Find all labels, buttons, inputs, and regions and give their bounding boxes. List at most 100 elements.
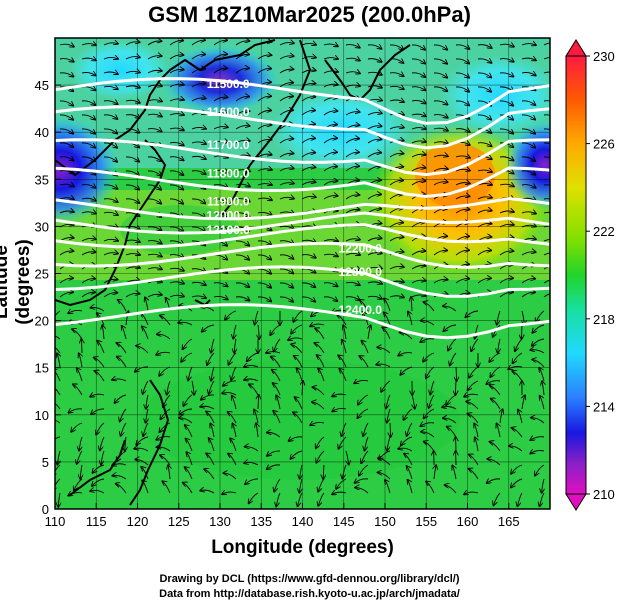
streamline-arrow	[426, 366, 435, 378]
streamline-arrow	[257, 212, 272, 215]
streamline-arrow	[293, 310, 303, 322]
streamline-arrow	[103, 253, 118, 256]
streamline-arrow	[443, 324, 457, 331]
streamline-arrow	[279, 139, 293, 144]
streamline-arrow	[279, 183, 294, 186]
streamline-arrow	[146, 408, 148, 423]
streamline-arrow	[125, 199, 139, 203]
streamline-arrow	[235, 140, 250, 144]
streamline-arrow	[455, 380, 456, 395]
streamline-arrow	[455, 196, 470, 200]
streamline-arrow	[206, 411, 215, 424]
streamline-arrow	[323, 297, 337, 301]
streamline-arrow	[59, 278, 73, 284]
streamline-arrow	[90, 307, 105, 312]
streamline-arrow	[135, 366, 149, 372]
streamline-arrow	[411, 168, 426, 172]
streamline-arrow	[489, 352, 501, 362]
streamline-arrow	[455, 279, 469, 284]
streamline-arrow	[367, 194, 381, 200]
streamline-arrow	[301, 138, 315, 144]
streamline-arrow	[213, 170, 228, 173]
streamline-arrow	[210, 423, 214, 438]
streamline-arrow	[213, 68, 227, 74]
contour-line	[55, 241, 550, 269]
streamline-arrow	[168, 465, 170, 480]
streamline-arrow	[81, 128, 95, 134]
streamline-arrow	[465, 310, 479, 317]
streamline-arrow	[408, 480, 413, 494]
streamline-arrow	[235, 41, 249, 46]
streamline-arrow	[59, 224, 74, 228]
streamline-arrow	[499, 73, 514, 77]
streamline-arrow	[257, 125, 271, 130]
streamline-arrow	[81, 252, 96, 256]
streamline-arrow	[279, 83, 293, 88]
streamline-arrow	[367, 59, 382, 62]
streamline-arrow	[291, 324, 303, 334]
lat-tick-label: 10	[35, 408, 49, 423]
streamline-arrow	[543, 114, 550, 116]
streamline-arrow	[125, 156, 139, 162]
streamline-arrow	[387, 436, 391, 451]
streamline-arrow	[169, 198, 183, 204]
streamline-arrow	[464, 492, 479, 494]
streamline-arrow	[433, 58, 447, 64]
streamline-arrow	[279, 197, 294, 199]
streamline-arrow	[455, 156, 470, 158]
streamline-arrow	[434, 465, 436, 480]
streamline-arrow	[68, 493, 83, 496]
streamline-arrow	[206, 453, 215, 466]
streamline-arrow	[57, 450, 60, 465]
streamline-arrow	[191, 226, 205, 232]
streamline-arrow	[423, 352, 435, 362]
lat-tick-label: 30	[35, 219, 49, 234]
streamline-arrow	[336, 478, 347, 489]
streamline-arrow	[103, 86, 118, 89]
streamline-arrow	[169, 171, 183, 175]
streamline-arrow	[323, 152, 337, 158]
streamline-arrow	[345, 195, 359, 200]
streamline-arrow	[183, 338, 193, 349]
streamline-arrow	[112, 379, 127, 381]
streamline-arrow	[147, 184, 161, 190]
streamline-arrow	[256, 423, 258, 438]
streamline-arrow	[90, 394, 105, 396]
streamline-arrow	[310, 422, 325, 425]
streamline-arrow	[532, 324, 545, 333]
streamline-arrow	[338, 355, 347, 368]
streamline-arrow	[310, 324, 325, 326]
streamline-arrow	[125, 129, 139, 133]
streamline-arrow	[301, 269, 316, 273]
streamline-arrow	[59, 100, 73, 106]
streamline-arrow	[147, 227, 162, 231]
streamline-arrow	[68, 310, 83, 313]
lon-tick-label: 160	[457, 514, 479, 529]
colorbar-tick-label: 226	[593, 137, 615, 152]
streamline-arrow	[71, 422, 83, 432]
streamline-arrow	[213, 212, 227, 217]
streamline-arrow	[235, 240, 249, 246]
streamline-arrow	[222, 492, 237, 494]
streamline-arrow	[543, 238, 550, 242]
streamline-arrow	[125, 71, 140, 73]
streamline-arrow	[411, 44, 425, 50]
streamline-arrow	[411, 154, 426, 158]
streamline-arrow	[301, 296, 315, 302]
streamline-arrow	[223, 380, 237, 386]
streamline-arrow	[112, 475, 127, 480]
lat-tick-label: 40	[35, 125, 49, 140]
streamline-arrow	[318, 478, 325, 492]
streamline-arrow	[378, 458, 391, 466]
streamline-arrow	[361, 341, 369, 354]
streamline-arrow	[257, 110, 271, 116]
streamline-arrow	[490, 442, 501, 452]
streamline-arrow	[411, 58, 425, 64]
streamline-arrow	[81, 279, 95, 284]
streamline-arrow	[200, 490, 215, 494]
streamline-arrow	[445, 485, 457, 494]
streamline-arrow	[420, 339, 435, 342]
streamline-arrow	[532, 338, 545, 346]
streamline-arrow	[301, 97, 315, 102]
streamline-arrow	[522, 395, 525, 410]
